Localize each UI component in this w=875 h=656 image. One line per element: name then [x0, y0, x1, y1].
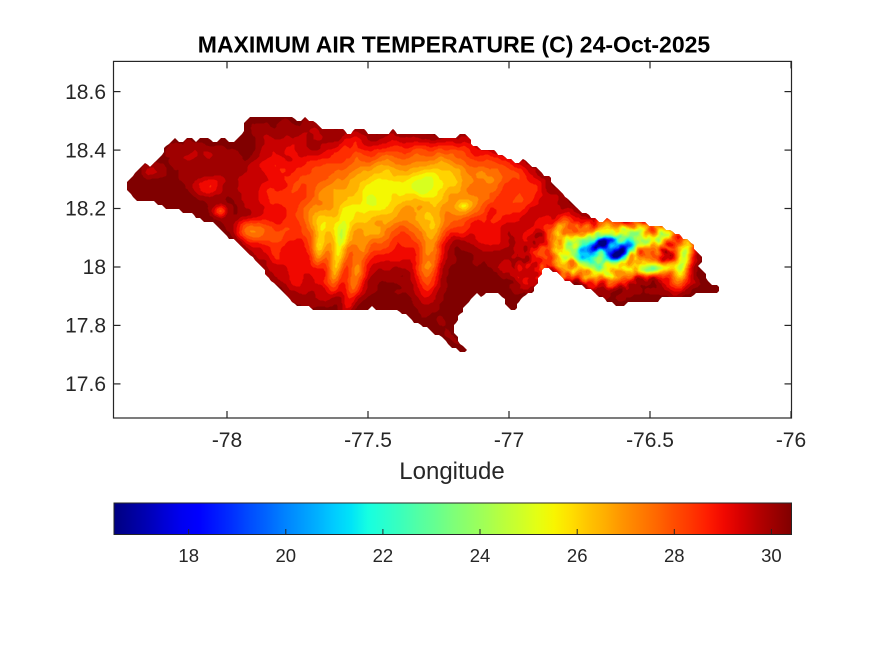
svg-text:20: 20 — [276, 545, 297, 566]
svg-text:24: 24 — [470, 545, 491, 566]
svg-text:22: 22 — [373, 545, 394, 566]
svg-text:26: 26 — [567, 545, 588, 566]
svg-text:-77: -77 — [494, 429, 524, 452]
svg-text:18.2: 18.2 — [65, 198, 106, 221]
svg-text:-76.5: -76.5 — [626, 429, 674, 452]
svg-text:17.8: 17.8 — [65, 315, 106, 338]
svg-text:Longitude: Longitude — [399, 458, 504, 485]
svg-text:-77.5: -77.5 — [344, 429, 392, 452]
svg-text:28: 28 — [664, 545, 685, 566]
svg-text:-78: -78 — [212, 429, 242, 452]
svg-text:17.6: 17.6 — [65, 373, 106, 396]
svg-text:MAXIMUM AIR TEMPERATURE (C) 24: MAXIMUM AIR TEMPERATURE (C) 24-Oct-2025 — [198, 32, 711, 58]
svg-text:18: 18 — [178, 545, 199, 566]
svg-text:18: 18 — [83, 256, 106, 279]
svg-text:30: 30 — [761, 545, 782, 566]
svg-text:18.4: 18.4 — [65, 139, 106, 162]
svg-text:18.6: 18.6 — [65, 81, 106, 104]
svg-text:-76: -76 — [776, 429, 806, 452]
